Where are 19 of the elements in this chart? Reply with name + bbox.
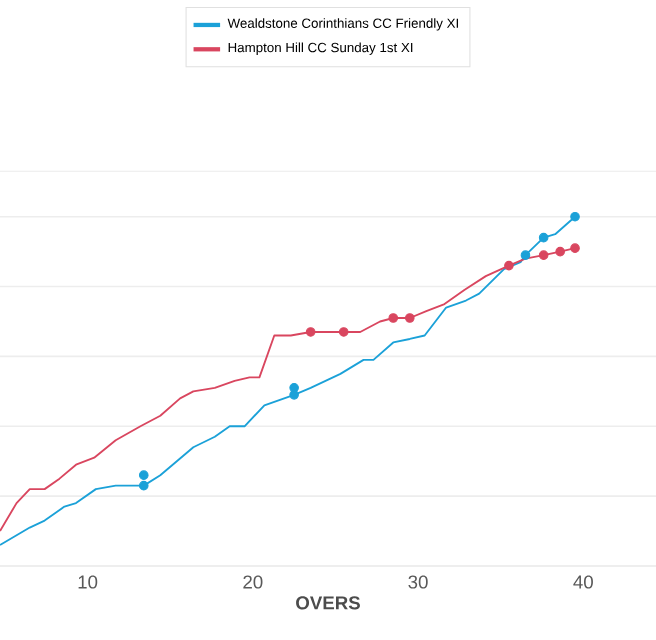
point	[138, 480, 149, 491]
point	[388, 313, 399, 323]
x-axis-title: OVERS	[296, 596, 360, 610]
x-tick-label: 40	[573, 575, 593, 589]
point	[289, 390, 299, 400]
point	[570, 211, 580, 222]
point	[570, 243, 580, 253]
point	[504, 260, 514, 271]
point	[538, 250, 549, 260]
x-tick-label: 30	[408, 575, 428, 589]
point	[138, 470, 149, 480]
x-tick-label: 10	[78, 575, 98, 589]
point	[520, 250, 531, 260]
point	[555, 246, 565, 257]
point	[404, 313, 415, 323]
x-tick-label: 20	[243, 575, 263, 589]
point	[305, 327, 316, 337]
point	[338, 327, 349, 337]
point	[538, 232, 549, 243]
